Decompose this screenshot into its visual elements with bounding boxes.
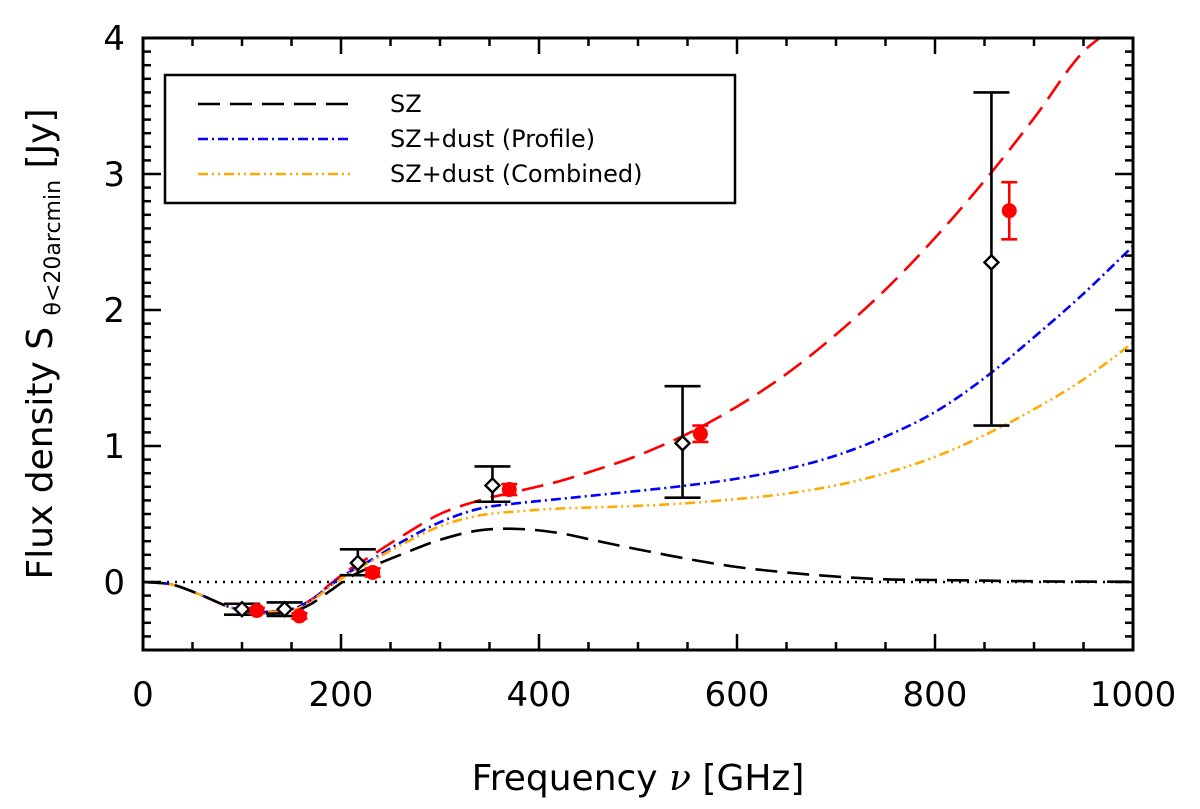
x-axis-title: Frequency ν [GHz] — [472, 758, 805, 799]
legend: SZ SZ+dust (Profile) SZ+dust (Combined) — [163, 73, 737, 205]
circle-marker — [365, 564, 381, 580]
series-line-sz — [143, 527, 1133, 615]
circle-marker — [1001, 203, 1017, 219]
x-tick-label: 400 — [507, 675, 572, 715]
x-tick-label: 600 — [705, 675, 770, 715]
red-point-3 — [501, 482, 518, 498]
black-point-5 — [973, 91, 1010, 427]
diamond-marker — [673, 434, 692, 452]
y-tick-label: 1 — [103, 427, 125, 467]
black-point-4 — [664, 384, 701, 499]
axis-ticks: 0 200 400 600 800 1000 0 1 2 3 4 — [103, 19, 1176, 715]
red-point-1 — [291, 608, 308, 624]
plot-frame — [141, 36, 1135, 652]
x-axis-label: Frequency — [472, 758, 658, 799]
y-axis-title: Flux density S θ<20arcmin [Jy] — [20, 108, 69, 579]
series-line-sz-dust-combined — [143, 341, 1133, 614]
x-axis-symbol: ν — [669, 758, 691, 799]
plot-area — [143, 38, 1133, 624]
y-axis-unit: [Jy] — [20, 108, 61, 168]
svg-text:Flux density S θ<2: Flux density S θ<20arcmin [Jy] — [20, 108, 69, 579]
plot-content — [143, 38, 1133, 624]
x-tick-label: 800 — [903, 675, 968, 715]
y-axis-symbol: S — [20, 327, 61, 350]
circle-marker — [501, 482, 517, 498]
legend-label-profile: SZ+dust (Profile) — [390, 125, 595, 153]
diamond-marker — [483, 476, 502, 495]
diamond-marker — [982, 253, 1001, 272]
y-tick-label: 0 — [103, 563, 125, 603]
diamond-marker — [233, 600, 251, 618]
x-tick-label: 200 — [309, 675, 374, 715]
x-tick-label: 0 — [132, 675, 154, 715]
x-tick-label: 1000 — [1090, 675, 1177, 715]
y-axis-subscript: θ<20arcmin — [41, 180, 66, 316]
legend-label-combined: SZ+dust (Combined) — [390, 160, 642, 188]
black-point-1 — [266, 600, 303, 618]
circle-marker — [291, 608, 307, 624]
y-tick-label: 2 — [103, 291, 125, 331]
legend-label-sz: SZ — [390, 90, 422, 118]
y-tick-label: 4 — [103, 19, 125, 59]
diamond-marker — [349, 554, 367, 572]
circle-marker — [249, 603, 265, 619]
svg-text:Frequency ν [GHz]: Frequency ν [GHz] — [472, 758, 805, 799]
diamond-marker — [275, 600, 294, 618]
y-tick-label: 3 — [103, 155, 125, 195]
red-point-2 — [364, 564, 381, 580]
circle-marker — [692, 426, 708, 442]
black-point-2 — [339, 548, 376, 577]
red-point-4 — [692, 424, 709, 444]
x-axis-unit: [GHz] — [702, 758, 804, 799]
red-point-0 — [248, 603, 265, 619]
black-point-3 — [474, 465, 511, 504]
red-point-5 — [1001, 180, 1018, 241]
y-axis-label: Flux density — [20, 361, 61, 579]
